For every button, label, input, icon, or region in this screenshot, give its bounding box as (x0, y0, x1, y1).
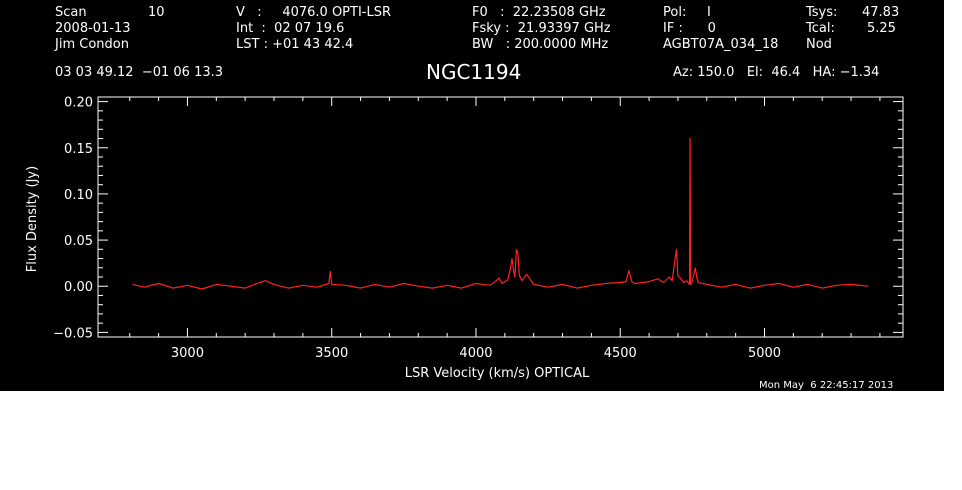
y-tick-label: 0.15 (64, 142, 93, 157)
y-axis-label: Flux Density (Jy) (25, 166, 40, 272)
pointing-info: Az: 150.0 El: 46.4 HA: −1.34 (673, 65, 880, 80)
tsys-value: 47.83 (862, 5, 900, 20)
sky-frequency: Fsky : 21.93397 GHz (472, 21, 611, 36)
observer-name: Jim Condon (55, 37, 129, 52)
if-number: IF : 0 (663, 21, 716, 36)
rest-frequency: F0 : 22.23508 GHz (472, 5, 606, 20)
tcal-label: Tcal: (806, 21, 835, 36)
integration-time: Int : 02 07 19.6 (236, 21, 345, 36)
scan-number: 10 (148, 5, 165, 20)
x-tick-label: 3000 (171, 346, 204, 361)
plot-panel: Scan 10 V : 4076.0 OPTI-LSR F0 : 22.2350… (0, 0, 944, 391)
x-tick-label: 4000 (459, 346, 492, 361)
x-tick-label: 3500 (315, 346, 348, 361)
project-id: AGBT07A_034_18 (663, 37, 779, 52)
timestamp: Mon May 6 22:45:17 2013 (759, 380, 894, 391)
source-coordinates: 03 03 49.12 −01 06 13.3 (55, 65, 224, 80)
y-tick-label: 0.10 (64, 188, 93, 203)
plot-frame (97, 96, 904, 338)
y-tick-label: 0.20 (64, 96, 93, 111)
lst-info: LST : +01 43 42.4 (236, 37, 354, 52)
y-tick-label: 0.00 (64, 280, 93, 295)
observing-mode: Nod (806, 37, 832, 52)
x-axis-label: LSR Velocity (km/s) OPTICAL (405, 366, 590, 381)
tcal-value: 5.25 (867, 21, 896, 36)
velocity-info: V : 4076.0 OPTI-LSR (236, 5, 392, 20)
spectrum-chart: 3000 3500 4000 4500 5000 −0.05 0.00 0.05 0.10 0.1… (25, 96, 904, 381)
spectrum-line (132, 137, 869, 290)
observation-date: 2008-01-13 (55, 21, 131, 36)
x-tick-label: 5000 (748, 346, 781, 361)
scan-label: Scan (55, 5, 87, 20)
y-tick-label: 0.05 (64, 234, 93, 249)
source-name: NGC1194 (426, 60, 522, 84)
tsys-label: Tsys: (806, 5, 838, 20)
x-tick-label: 4500 (604, 346, 637, 361)
y-tick-label: −0.05 (53, 326, 93, 341)
polarization: Pol: I (663, 5, 711, 20)
bandwidth: BW : 200.0000 MHz (472, 37, 609, 52)
